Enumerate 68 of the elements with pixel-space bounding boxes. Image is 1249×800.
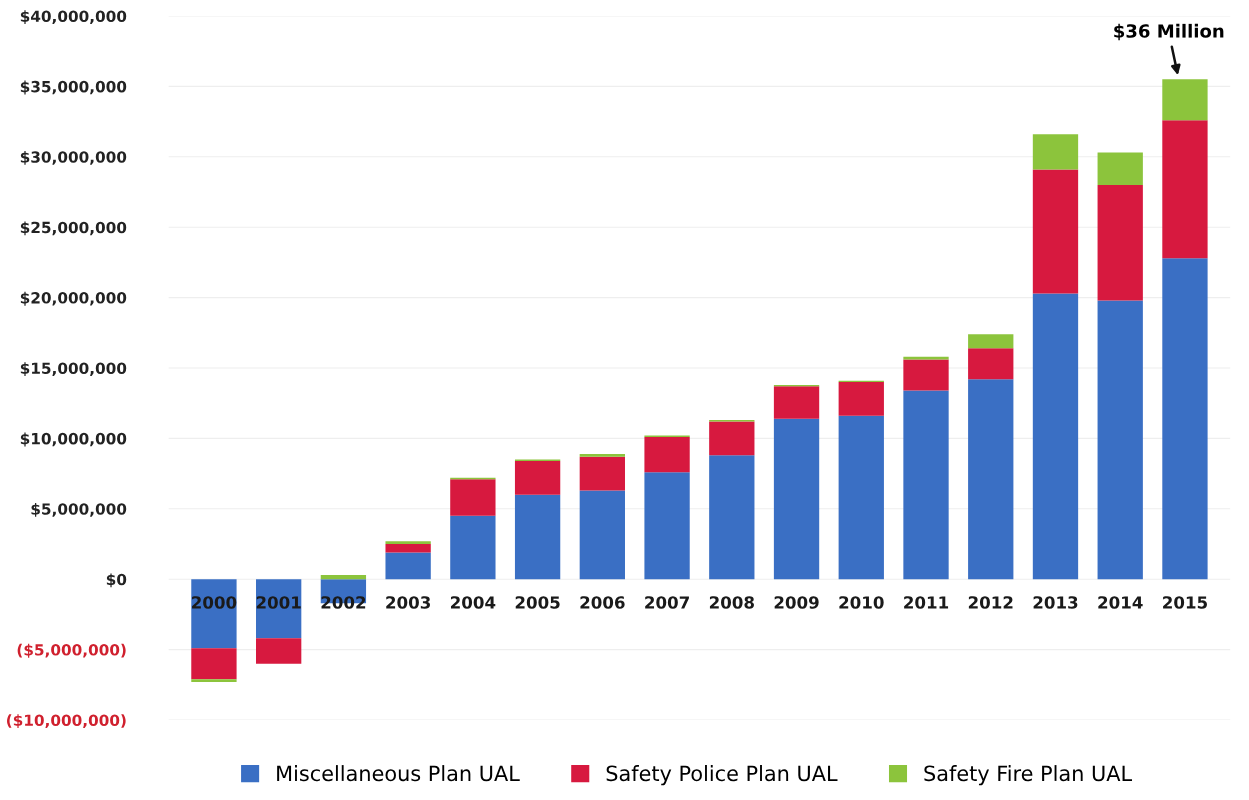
- annotation: $36 Million: [1114, 23, 1224, 41]
- y-tick-label: ($10,000,000): [7, 714, 126, 729]
- bar: [773, 418, 820, 580]
- bar: [968, 379, 1014, 580]
- bar: [514, 494, 561, 580]
- bar: [903, 359, 949, 391]
- bar: [838, 415, 884, 580]
- bar: [709, 421, 755, 456]
- x-tick-label: 2006: [580, 596, 625, 609]
- x-tick-label: 2014: [1098, 596, 1143, 609]
- x-tick-label: 2010: [839, 596, 884, 609]
- bar: [773, 386, 820, 419]
- bar: [385, 541, 431, 544]
- bar: [1032, 169, 1079, 294]
- y-tick-label: $35,000,000: [20, 80, 127, 95]
- y-tick-label: $25,000,000: [20, 221, 127, 236]
- bar: [1032, 293, 1079, 580]
- bar: [256, 638, 302, 664]
- y-tick-label: $5,000,000: [31, 503, 127, 517]
- x-tick-label: 2008: [709, 596, 754, 609]
- bar: [450, 515, 496, 580]
- bar: [450, 479, 496, 516]
- y-tick-label: $10,000,000: [20, 432, 127, 447]
- legend-label: Safety Fire Plan UAL: [924, 765, 1133, 786]
- bar: [644, 436, 690, 473]
- y-tick-label: $0: [106, 573, 127, 588]
- x-tick-label: 2013: [1033, 596, 1078, 609]
- bar: [903, 356, 949, 360]
- y-tick-label: $30,000,000: [20, 151, 127, 165]
- bar: [191, 679, 237, 682]
- x-tick-label: 2001: [256, 596, 301, 609]
- bar: [903, 390, 949, 580]
- bar: [385, 544, 431, 553]
- bar: [1097, 300, 1143, 580]
- y-tick-label: $20,000,000: [20, 291, 127, 306]
- bar: [968, 334, 1014, 349]
- bar: [579, 453, 625, 457]
- bar: [709, 455, 755, 580]
- x-tick-label: 2009: [774, 596, 819, 609]
- legend-label: Miscellaneous Plan UAL: [277, 765, 520, 782]
- bar: [320, 574, 367, 580]
- bar: [191, 648, 237, 680]
- x-tick-label: 2003: [386, 596, 430, 609]
- bar: [191, 579, 237, 649]
- bar: [1097, 152, 1143, 185]
- x-tick-label: 2012: [968, 596, 1013, 609]
- bar: [838, 382, 884, 416]
- bar: [1162, 258, 1208, 580]
- bar: [514, 460, 561, 495]
- x-tick-label: 2015: [1163, 596, 1207, 609]
- bar: [1162, 79, 1208, 121]
- bar: [579, 490, 625, 580]
- x-tick-label: 2000: [192, 596, 237, 609]
- bar: [968, 348, 1014, 380]
- y-tick-label: $15,000,000: [20, 362, 127, 377]
- x-tick-label: 2005: [515, 596, 560, 609]
- legend-label: Safety Police Plan UAL: [606, 765, 838, 786]
- x-tick-label: 2004: [450, 596, 496, 609]
- bar: [579, 456, 625, 491]
- x-tick-label: 2011: [904, 596, 949, 609]
- y-tick-label: $40,000,000: [20, 10, 127, 25]
- bar: [1162, 120, 1208, 259]
- bar: [1097, 184, 1143, 301]
- bar: [644, 472, 690, 580]
- x-tick-label: 2007: [645, 596, 689, 609]
- bar: [1032, 134, 1079, 170]
- y-tick-label: ($5,000,000): [17, 643, 126, 658]
- bar: [385, 552, 431, 580]
